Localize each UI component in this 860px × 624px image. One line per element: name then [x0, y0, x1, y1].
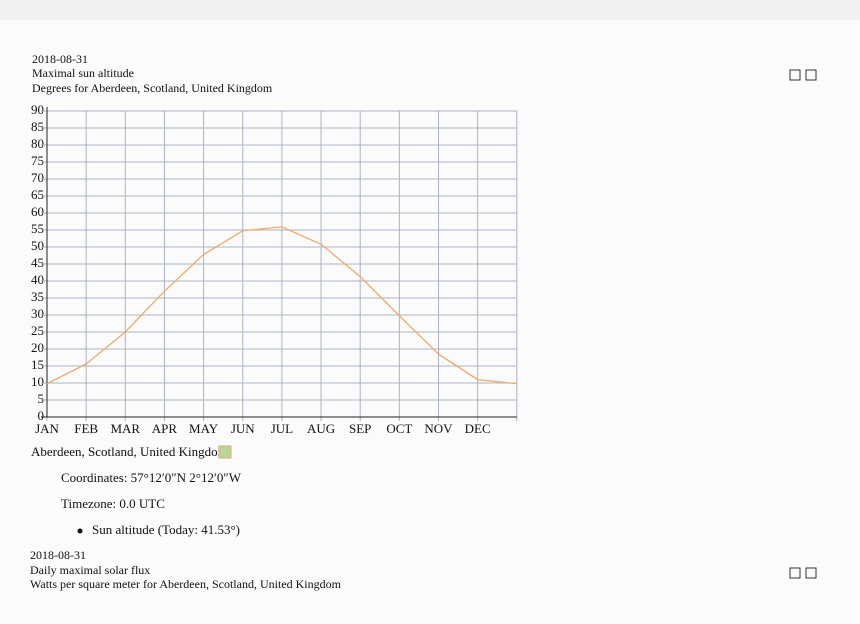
x-tick-label: NOV [424, 421, 453, 436]
timezone: Timezone: 0.0 UTC [61, 496, 165, 511]
save-icon[interactable] [789, 567, 801, 579]
y-tick-label: 45 [31, 255, 44, 270]
date: 2018-08-31 [32, 52, 88, 66]
today-altitude: Sun altitude (Today: 41.53°) [92, 522, 240, 537]
y-tick-label: 75 [31, 153, 44, 168]
y-tick-label: 0 [38, 408, 45, 423]
y-tick-label: 90 [31, 102, 44, 117]
y-tick-label: 55 [31, 221, 44, 236]
location: Aberdeen, Scotland, United Kingdom [31, 444, 228, 459]
x-tick-label: MAR [110, 421, 140, 436]
y-tick-label: 30 [31, 306, 44, 321]
chart-title-2: Daily maximal solar flux [30, 563, 150, 577]
y-tick-label: 65 [31, 187, 44, 202]
y-tick-label: 60 [31, 204, 44, 219]
chart-subtitle-2: Watts per square meter for Aberdeen, Sco… [30, 577, 342, 591]
series-line [46, 226, 517, 385]
y-tick-label: 40 [31, 272, 44, 287]
top-band [0, 0, 860, 20]
x-tick-label: SEP [349, 421, 371, 436]
save-icon[interactable] [789, 69, 801, 81]
chart-subtitle: Degrees for Aberdeen, Scotland, United K… [32, 81, 273, 95]
x-tick-label: MAY [189, 421, 219, 436]
y-tick-label: 50 [31, 238, 44, 253]
x-tick-label: FEB [74, 421, 98, 436]
x-tick-label: APR [152, 421, 178, 436]
coordinates: Coordinates: 57°12′0″N 2°12′0″W [61, 470, 242, 485]
y-tick-label: 15 [31, 357, 44, 372]
chart-title: Maximal sun altitude [32, 66, 134, 80]
date-2: 2018-08-31 [30, 548, 86, 562]
x-tick-label: JUN [231, 421, 255, 436]
y-tick-label: 85 [31, 119, 44, 134]
table-icon[interactable] [805, 567, 817, 579]
x-tick-label: DEC [465, 421, 491, 436]
y-tick-label: 80 [31, 136, 44, 151]
bullet [77, 528, 83, 534]
y-tick-label: 70 [31, 170, 44, 185]
x-tick-label: JAN [35, 421, 59, 436]
table-icon[interactable] [805, 69, 817, 81]
x-tick-label: JUL [271, 421, 293, 436]
x-tick-label: OCT [386, 421, 412, 436]
y-tick-label: 20 [31, 340, 44, 355]
map-icon [218, 445, 232, 459]
x-tick-label: AUG [307, 421, 335, 436]
y-tick-label: 10 [31, 374, 44, 389]
y-tick-label: 5 [38, 391, 45, 406]
y-tick-label: 25 [31, 323, 44, 338]
y-tick-label: 35 [31, 289, 44, 304]
